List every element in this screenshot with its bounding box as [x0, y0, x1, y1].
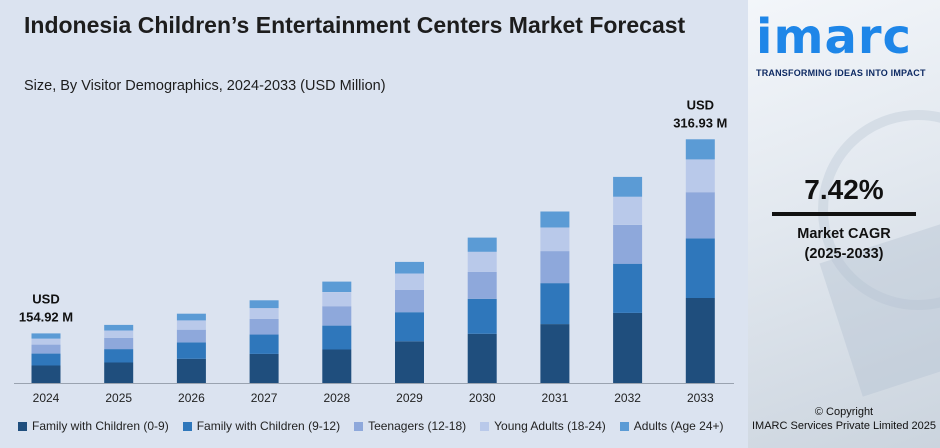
cagr-divider: [772, 212, 916, 216]
imarc-logo: imarc TRANSFORMING IDEAS INTO IMPACT: [756, 8, 936, 78]
x-tick-label-2028: 2028: [323, 391, 350, 405]
x-tick-label-2025: 2025: [105, 391, 132, 405]
bar-segment-2033-s0: [685, 298, 715, 383]
bar-segment-2027-s4: [249, 300, 279, 309]
bar-segment-2030-s4: [467, 237, 497, 252]
legend-item: Family with Children (9-12): [182, 419, 341, 433]
cagr-label-line2: (2025-2033): [804, 246, 884, 262]
bar-segment-2027-s1: [249, 334, 279, 354]
bar-segment-2031-s2: [540, 251, 570, 284]
bar-segment-2024-s3: [31, 338, 61, 345]
bar-segment-2025-s0: [104, 362, 134, 383]
bar-segment-2031-s0: [540, 324, 570, 383]
legend-swatch: [18, 421, 27, 431]
legend-label: Young Adults (18-24): [494, 419, 606, 433]
bar-segment-2029-s1: [395, 312, 424, 342]
bar-segment-2032-s3: [613, 196, 643, 225]
legend-item: Adults (Age 24+): [619, 419, 724, 433]
x-tick-label-2030: 2030: [469, 391, 496, 405]
logo-tagline: TRANSFORMING IDEAS INTO IMPACT: [756, 68, 926, 78]
legend-swatch: [480, 421, 490, 431]
bar-segment-2026-s4: [176, 313, 206, 321]
legend-item: Teenagers (12-18): [354, 419, 466, 433]
bar-segment-2028-s3: [322, 292, 352, 307]
x-tick-label-2024: 2024: [33, 391, 60, 405]
bar-segment-2025-s2: [104, 337, 134, 350]
logo-wordmark: imarc: [756, 9, 912, 65]
bar-segment-2031-s3: [540, 227, 570, 252]
copyright-notice: © Copyright IMARC Services Private Limit…: [748, 405, 940, 433]
legend-label: Family with Children (0-9): [32, 419, 169, 433]
x-tick-label-2033: 2033: [687, 391, 714, 405]
chart-panel: 2024 2025 2026 2027 2028 2029 2030 2031 2032 2033…: [14, 12, 738, 433]
bar-segment-2026-s1: [176, 342, 206, 359]
cagr-label: Market CAGR (2025-2033): [748, 224, 940, 264]
total-label-value-2024: 154.92 M: [19, 309, 73, 324]
bar-segment-2030-s1: [467, 298, 497, 334]
legend-label: Adults (Age 24+): [633, 419, 724, 433]
bar-segment-2033-s4: [685, 139, 715, 160]
bar-segment-2032-s0: [613, 312, 643, 383]
x-tick-label-2026: 2026: [178, 391, 205, 405]
info-sidebar: imarc TRANSFORMING IDEAS INTO IMPACT 7.4…: [748, 0, 940, 448]
bar-segment-2033-s2: [685, 192, 715, 239]
bar-segment-2028-s0: [322, 349, 352, 383]
copyright-line2: IMARC Services Private Limited 2025: [751, 420, 936, 432]
legend-swatch: [182, 421, 192, 431]
copyright-line1: © Copyright: [814, 406, 874, 418]
bar-segment-2028-s1: [322, 325, 352, 350]
chart-title: Indonesia Children’s Entertainment Cente…: [24, 12, 686, 38]
bar-segment-2028-s4: [322, 281, 352, 292]
chart-subtitle: Size, By Visitor Demographics, 2024-2033…: [24, 78, 386, 94]
legend-label: Family with Children (9-12): [196, 419, 341, 433]
bar-segment-2024-s1: [31, 353, 61, 366]
bar-segment-2027-s3: [249, 308, 279, 319]
stacked-bar-chart: 2024 2025 2026 2027 2028 2029 2030 2031 2032 2033…: [14, 97, 734, 405]
bar-segment-2030-s3: [467, 251, 497, 272]
chart-legend: Family with Children (0-9) Family with Ch…: [18, 419, 738, 433]
bar-segment-2032-s4: [613, 176, 643, 197]
bar-segment-2028-s2: [322, 306, 352, 326]
bar-segment-2024-s2: [31, 344, 61, 354]
bar-segment-2029-s2: [395, 289, 424, 313]
bar-segment-2027-s0: [249, 353, 279, 383]
bar-segment-2031-s1: [540, 283, 570, 325]
bar-segment-2030-s2: [467, 271, 497, 299]
bar-segment-2032-s2: [613, 225, 643, 264]
bar-segment-2027-s2: [249, 318, 279, 335]
cagr-label-line1: Market CAGR: [797, 226, 891, 242]
bar-segment-2026-s2: [176, 329, 206, 343]
bar-segment-2026-s3: [176, 320, 206, 330]
legend-item: Young Adults (18-24): [480, 419, 606, 433]
total-label-value-2033: 316.93 M: [673, 115, 727, 130]
bar-segment-2032-s1: [613, 263, 643, 313]
bar-segment-2025-s3: [104, 330, 134, 338]
bar-segment-2029-s3: [395, 273, 424, 290]
x-tick-label-2032: 2032: [614, 391, 641, 405]
bar-segment-2024-s0: [31, 365, 61, 383]
bar-segment-2033-s3: [685, 159, 715, 193]
total-label-currency-2024: USD: [32, 291, 59, 306]
legend-item: Family with Children (0-9): [18, 419, 169, 433]
bar-segment-2031-s4: [540, 211, 570, 228]
bar-segment-2029-s4: [395, 261, 424, 274]
bar-segment-2033-s1: [685, 238, 715, 298]
bar-segment-2025-s4: [104, 324, 134, 331]
bar-segment-2025-s1: [104, 349, 134, 363]
bar-segment-2030-s0: [467, 333, 497, 383]
legend-swatch: [619, 421, 629, 431]
x-tick-label-2027: 2027: [251, 391, 278, 405]
legend-label: Teenagers (12-18): [368, 419, 467, 433]
x-tick-label-2031: 2031: [542, 391, 569, 405]
x-tick-label-2029: 2029: [396, 391, 423, 405]
cagr-value: 7.42%: [804, 174, 884, 205]
bar-segment-2029-s0: [395, 341, 424, 383]
total-label-currency-2033: USD: [687, 97, 714, 112]
legend-swatch: [354, 421, 364, 431]
bar-segment-2024-s4: [31, 333, 61, 339]
bar-segment-2026-s0: [176, 358, 206, 383]
